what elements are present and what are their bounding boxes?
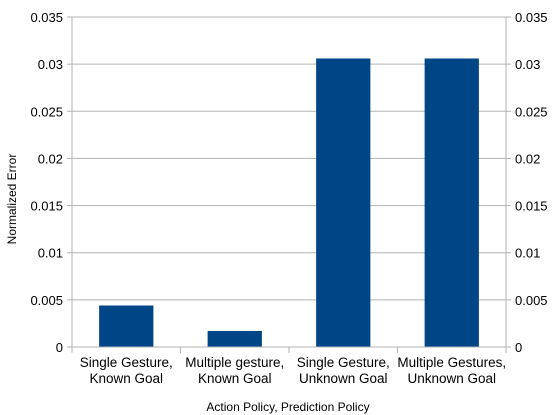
y-tick-label-right: 0.03 (515, 57, 540, 72)
bar (207, 330, 262, 347)
x-category-label: Single Gesture, (297, 355, 390, 370)
x-category-label: Known Goal (198, 371, 272, 386)
bars (99, 58, 479, 347)
y-tick-label-left: 0.025 (30, 104, 63, 119)
y-axis-title: Normalized Error (5, 154, 19, 245)
y-tick-label-right: 0.035 (515, 10, 548, 25)
y-tick-label-left: 0.005 (30, 293, 63, 308)
y-tick-label-right: 0.02 (515, 151, 540, 166)
x-category-label: Multiple gesture, (185, 355, 284, 370)
bar (424, 58, 479, 347)
x-category-label: Known Goal (89, 371, 163, 386)
y-tick-label-right: 0.005 (515, 293, 548, 308)
y-tick-label-left: 0.01 (38, 246, 63, 261)
y-tick-label-right: 0.025 (515, 104, 548, 119)
x-category-label: Single Gesture, (80, 355, 173, 370)
x-category-label: Multiple Gestures, (397, 355, 506, 370)
x-axis-title: Action Policy, Prediction Policy (206, 400, 369, 414)
y-tick-label-left: 0.03 (38, 57, 63, 72)
y-tick-label-right: 0 (515, 340, 522, 355)
y-tick-label-right: 0.015 (515, 199, 548, 214)
y-tick-label-left: 0.015 (30, 199, 63, 214)
x-category-label: Unknown Goal (299, 371, 388, 386)
x-category-label: Unknown Goal (407, 371, 496, 386)
bar (316, 58, 371, 347)
y-tick-label-left: 0.035 (30, 10, 63, 25)
grid-lines (72, 16, 506, 301)
y-axis-right-tick-labels: 0 0.005 0.01 0.015 0.02 0.025 0.03 0.035 (515, 10, 548, 355)
y-axis-left-tick-labels: 0 0.005 0.01 0.015 0.02 0.025 0.03 0.035 (30, 10, 63, 355)
bar (99, 305, 154, 347)
y-tick-label-right: 0.01 (515, 246, 540, 261)
y-tick-label-left: 0 (56, 340, 63, 355)
axes (67, 16, 511, 353)
y-tick-label-left: 0.02 (38, 151, 63, 166)
